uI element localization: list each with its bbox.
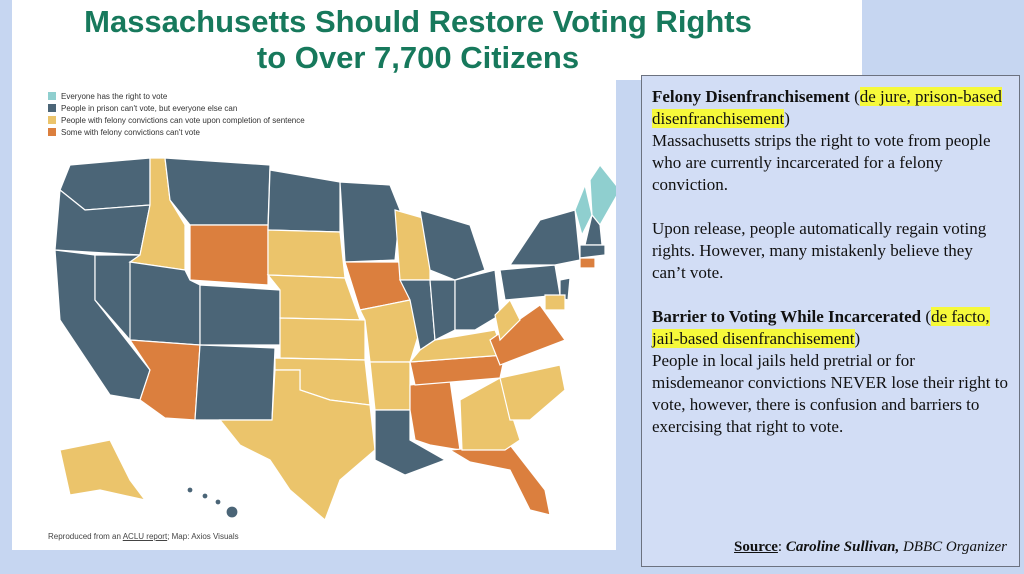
state xyxy=(359,299,421,363)
state xyxy=(164,157,271,226)
state xyxy=(448,444,551,516)
text-run: People in local jails held pretrial or f… xyxy=(652,351,1008,436)
text-run: Upon release, people automatically regai… xyxy=(652,219,987,282)
state xyxy=(494,298,521,342)
text-run: DBBC Organizer xyxy=(899,539,1007,555)
text-run: Caroline Sullivan, xyxy=(785,539,900,555)
states xyxy=(54,157,616,522)
text-run: ( xyxy=(921,307,932,326)
state xyxy=(59,439,147,501)
state xyxy=(499,364,566,421)
state xyxy=(454,269,501,331)
text-run: Massachusetts strips the right to vote f… xyxy=(652,131,991,194)
title: Massachusetts Should Restore Voting Righ… xyxy=(12,4,824,76)
state xyxy=(579,244,606,259)
text-run: Barrier to Voting While Incarcerated xyxy=(652,307,922,326)
legend: Everyone has the right to vote People in … xyxy=(48,90,305,138)
state xyxy=(225,505,239,519)
legend-item: Some with felony convictions can't vote xyxy=(48,126,305,138)
state xyxy=(489,304,566,366)
text-run: Felony Disenfranchisement xyxy=(652,87,850,106)
state xyxy=(218,369,376,522)
state xyxy=(201,492,209,500)
state xyxy=(266,274,361,321)
link[interactable]: ACLU report xyxy=(122,532,168,541)
credit: Reproduced from an ACLU report; Map: Axi… xyxy=(48,532,239,541)
paragraph: Massachusetts strips the right to vote f… xyxy=(652,130,1009,196)
state xyxy=(186,486,194,494)
legend-label: People in prison can't vote, but everyon… xyxy=(61,103,238,113)
legend-item: People with felony convictions can vote … xyxy=(48,114,305,126)
source: Source: Caroline Sullivan, DBBC Organize… xyxy=(734,536,1007,558)
state xyxy=(579,257,596,269)
legend-label: Everyone has the right to vote xyxy=(61,91,168,101)
state xyxy=(409,379,461,451)
text-box: Felony Disenfranchisement (de jure, pris… xyxy=(641,75,1020,567)
legend-item: Everyone has the right to vote xyxy=(48,90,305,102)
text-run: Reproduced from an xyxy=(48,532,123,541)
state xyxy=(279,317,366,361)
state xyxy=(194,344,276,421)
paragraph: Barrier to Voting While Incarcerated (de… xyxy=(652,306,1009,350)
legend-label: Some with felony convictions can't vote xyxy=(61,127,200,137)
state xyxy=(199,284,281,346)
state xyxy=(214,498,222,506)
state xyxy=(508,209,581,266)
state xyxy=(267,229,346,279)
title-line: to Over 7,700 Citizens xyxy=(256,40,580,75)
text-run: ) xyxy=(854,329,861,348)
title-line: Massachusetts Should Restore Voting Righ… xyxy=(84,4,752,39)
paragraph: Upon release, people automatically regai… xyxy=(652,218,1009,284)
title-panel: Massachusetts Should Restore Voting Righ… xyxy=(12,0,862,80)
legend-swatch xyxy=(48,128,56,136)
text-run: ( xyxy=(849,87,860,106)
legend-swatch xyxy=(48,116,56,124)
us-map xyxy=(54,157,616,522)
text-run: ; Map: Axios Visuals xyxy=(167,532,239,541)
paragraphs: Felony Disenfranchisement (de jure, pris… xyxy=(652,86,1009,438)
state xyxy=(589,163,616,227)
state xyxy=(369,361,411,411)
text-run: ) xyxy=(784,109,790,128)
legend-item: People in prison can't vote, but everyon… xyxy=(48,102,305,114)
map-panel: Everyone has the right to vote People in … xyxy=(12,80,616,550)
legend-swatch xyxy=(48,92,56,100)
state xyxy=(267,169,341,233)
state xyxy=(339,181,401,263)
state xyxy=(429,279,456,341)
state xyxy=(189,224,269,286)
state xyxy=(419,209,486,281)
state xyxy=(544,294,566,311)
legend-label: People with felony convictions can vote … xyxy=(61,115,305,125)
paragraph: Felony Disenfranchisement (de jure, pris… xyxy=(652,86,1009,130)
text-run: Source xyxy=(734,539,778,555)
paragraph: People in local jails held pretrial or f… xyxy=(652,350,1009,438)
legend-swatch xyxy=(48,104,56,112)
text-run: : xyxy=(777,539,786,555)
